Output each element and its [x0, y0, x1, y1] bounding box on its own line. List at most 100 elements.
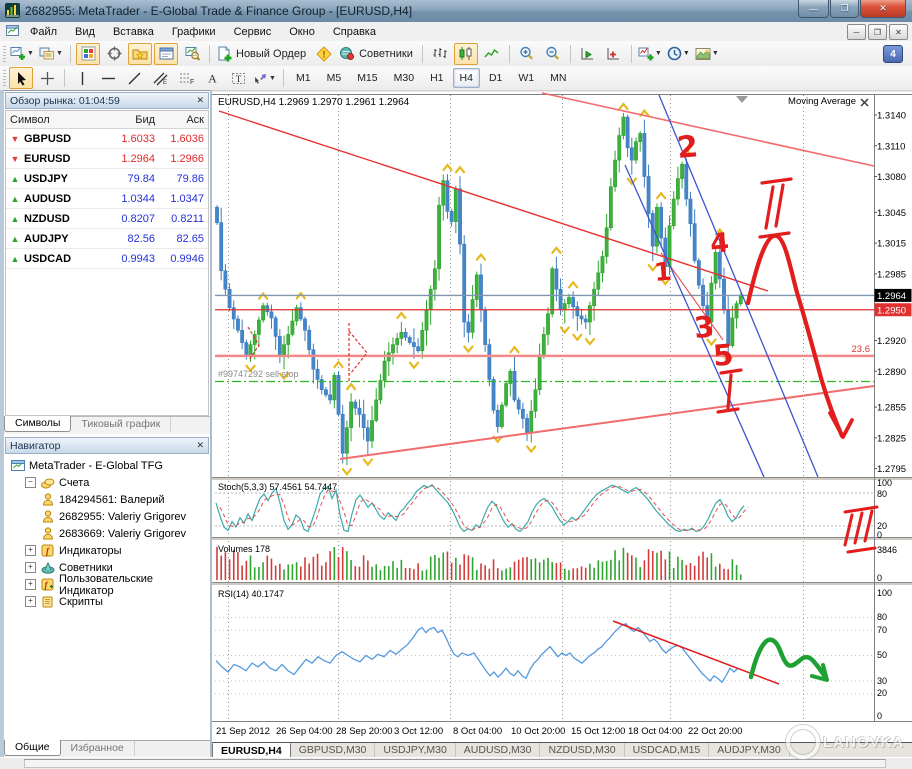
new-chart-button[interactable]: ▼: [9, 43, 36, 65]
text-button[interactable]: A: [200, 67, 224, 89]
zoom-in-button[interactable]: [515, 43, 539, 65]
mdi-close-button[interactable]: ✕: [889, 24, 908, 40]
chart-tab-audjpy-m30[interactable]: AUDJPY,M30: [709, 743, 790, 757]
mdi-minimize-button[interactable]: ─: [847, 24, 866, 40]
tree-item-советники[interactable]: + Советники: [8, 559, 210, 576]
panel-splitter[interactable]: [210, 90, 212, 757]
tab-Тиковый график[interactable]: Тиковый график: [71, 417, 172, 432]
tree-item-пользовательские-индикатор[interactable]: + f Пользовательские Индикатор: [8, 573, 210, 597]
expand-icon[interactable]: +: [25, 562, 36, 573]
news-badge[interactable]: 4: [883, 45, 903, 63]
periods-button-dropdown-icon[interactable]: ▼: [682, 50, 690, 57]
templates-button-dropdown-icon[interactable]: ▼: [711, 50, 719, 57]
chart-shift-button[interactable]: [602, 43, 626, 65]
chart-tab-usdcad-m15[interactable]: USDCAD,M15: [625, 743, 710, 757]
new-order-button[interactable]: Новый Ордер: [215, 43, 310, 65]
collapse-icon[interactable]: −: [25, 477, 36, 488]
timeframe-m15[interactable]: M15: [357, 72, 378, 84]
market-watch-row-nzdusd[interactable]: ▲ NZDUSD 0.8207 0.8211: [6, 209, 208, 229]
market-watch-row-usdjpy[interactable]: ▲ USDJPY 79.84 79.86: [6, 169, 208, 189]
menu-справка[interactable]: Справка: [332, 25, 376, 38]
tree-item-metatrader---e-global-tfg[interactable]: MetaTrader - E-Global TFG: [8, 457, 210, 474]
chart-tab-nzdusd-m30[interactable]: NZDUSD,M30: [540, 743, 625, 757]
periods-button[interactable]: ▼: [666, 43, 692, 65]
minimize-button[interactable]: —: [798, 0, 829, 18]
chart-tab-audusd-m30[interactable]: AUDUSD,M30: [456, 743, 541, 757]
maximize-button[interactable]: ❐: [830, 0, 859, 18]
chart-canvas[interactable]: #99747292 sell stop 23.6 1.3140 1.3110 1.308…: [212, 92, 912, 742]
market-watch-button[interactable]: [76, 42, 100, 65]
timeframe-d1[interactable]: D1: [488, 72, 503, 84]
tab-Избранное[interactable]: Избранное: [61, 741, 135, 756]
fibo-button[interactable]: F: [174, 67, 198, 89]
timeframe-m1[interactable]: M1: [296, 72, 311, 84]
tree-item-2682955[interactable]: 2682955: Valeriy Grigorev: [8, 508, 210, 525]
indicators-button-dropdown-icon[interactable]: ▼: [654, 50, 662, 57]
chart-window-tabs: EURUSD,H4 GBPUSD,M30 USDJPY,M30 AUDUSD,M30 N…: [212, 742, 912, 759]
col-symbol[interactable]: Символ: [10, 113, 50, 126]
cursor-button[interactable]: [9, 67, 33, 89]
navigator-button[interactable]: [128, 42, 152, 65]
menu-окно[interactable]: Окно: [289, 25, 315, 38]
expand-icon[interactable]: +: [25, 579, 36, 590]
strategy-tester-button[interactable]: [180, 43, 204, 65]
templates-button[interactable]: ▼: [694, 43, 721, 65]
navigator-close-icon[interactable]: ✕: [196, 440, 204, 450]
zoom-out-button[interactable]: [541, 43, 565, 65]
close-button[interactable]: ✕: [860, 0, 906, 18]
label-button[interactable]: T: [226, 67, 250, 89]
line-chart-button[interactable]: [480, 43, 504, 65]
new-chart-button-dropdown-icon[interactable]: ▼: [27, 50, 34, 57]
tree-item-счета[interactable]: − Счета: [8, 474, 210, 491]
menu-файл[interactable]: Файл: [30, 25, 58, 38]
tree-item-скрипты[interactable]: + Скрипты: [8, 593, 210, 610]
hline-button[interactable]: [96, 67, 120, 89]
tree-item-2683669[interactable]: 2683669: Valeriy Grigorev: [8, 525, 210, 542]
profiles-button[interactable]: ▼: [38, 43, 65, 65]
timeframe-h1[interactable]: H1: [430, 72, 444, 84]
arrows-button[interactable]: ▼: [252, 67, 278, 89]
metaeditor-button[interactable]: !: [312, 43, 336, 65]
menu-сервис[interactable]: Сервис: [233, 25, 272, 38]
expert-advisors-button[interactable]: Советники: [338, 43, 417, 65]
auto-scroll-button[interactable]: [576, 43, 600, 65]
menu-графики[interactable]: Графики: [171, 25, 216, 38]
expand-icon[interactable]: +: [25, 545, 36, 556]
chart-tab-eurusd-h4[interactable]: EURUSD,H4: [212, 743, 291, 759]
timeframe-w1[interactable]: W1: [518, 72, 535, 84]
terminal-button[interactable]: [154, 42, 178, 65]
crosshair-button[interactable]: [35, 67, 59, 89]
market-watch-row-audjpy[interactable]: ▲ AUDJPY 82.56 82.65: [6, 229, 208, 249]
trendline-button[interactable]: [122, 67, 146, 89]
market-watch-row-eurusd[interactable]: ▼ EURUSD 1.2964 1.2966: [6, 149, 208, 169]
chart-tab-usdjpy-m30[interactable]: USDJPY,M30: [375, 743, 456, 757]
tree-item-184294561[interactable]: 184294561: Валерий: [8, 491, 210, 508]
col-ask[interactable]: Аск: [186, 113, 204, 126]
mdi-restore-button[interactable]: ❐: [868, 24, 887, 40]
tab-Символы[interactable]: Символы: [4, 416, 72, 432]
tab-Общие[interactable]: Общие: [4, 740, 61, 756]
profiles-button-dropdown-icon[interactable]: ▼: [56, 50, 63, 57]
channel-button[interactable]: E: [148, 67, 172, 89]
timeframe-m30[interactable]: M30: [393, 72, 415, 84]
market-watch-row-gbpusd[interactable]: ▼ GBPUSD 1.6033 1.6036: [6, 129, 208, 149]
timeframe-m5[interactable]: M5: [326, 72, 342, 84]
menu-вид[interactable]: Вид: [75, 25, 95, 38]
market-watch-row-usdcad[interactable]: ▲ USDCAD 0.9943 0.9946: [6, 249, 208, 269]
timeframe-mn[interactable]: MN: [550, 72, 567, 84]
bar-chart-button[interactable]: [428, 43, 452, 65]
timeframe-h4[interactable]: H4: [452, 68, 480, 88]
vline-button[interactable]: [70, 67, 94, 89]
chart-tab-gbpusd-m30[interactable]: GBPUSD,M30: [291, 743, 376, 757]
market-watch-row-audusd[interactable]: ▲ AUDUSD 1.0344 1.0347: [6, 189, 208, 209]
expand-icon[interactable]: +: [25, 596, 36, 607]
tree-item-индикаторы[interactable]: + f Индикаторы: [8, 542, 210, 559]
menu-вставка[interactable]: Вставка: [112, 25, 154, 38]
col-bid[interactable]: Бид: [135, 113, 156, 126]
indicators-button[interactable]: ▼: [637, 43, 664, 65]
arrows-button-dropdown-icon[interactable]: ▼: [269, 74, 276, 82]
tree-item-label: Пользовательские Индикатор: [59, 572, 153, 597]
data-window-button[interactable]: [102, 43, 126, 65]
market-watch-close-icon[interactable]: ✕: [196, 95, 204, 105]
candlestick-button[interactable]: [453, 42, 478, 65]
